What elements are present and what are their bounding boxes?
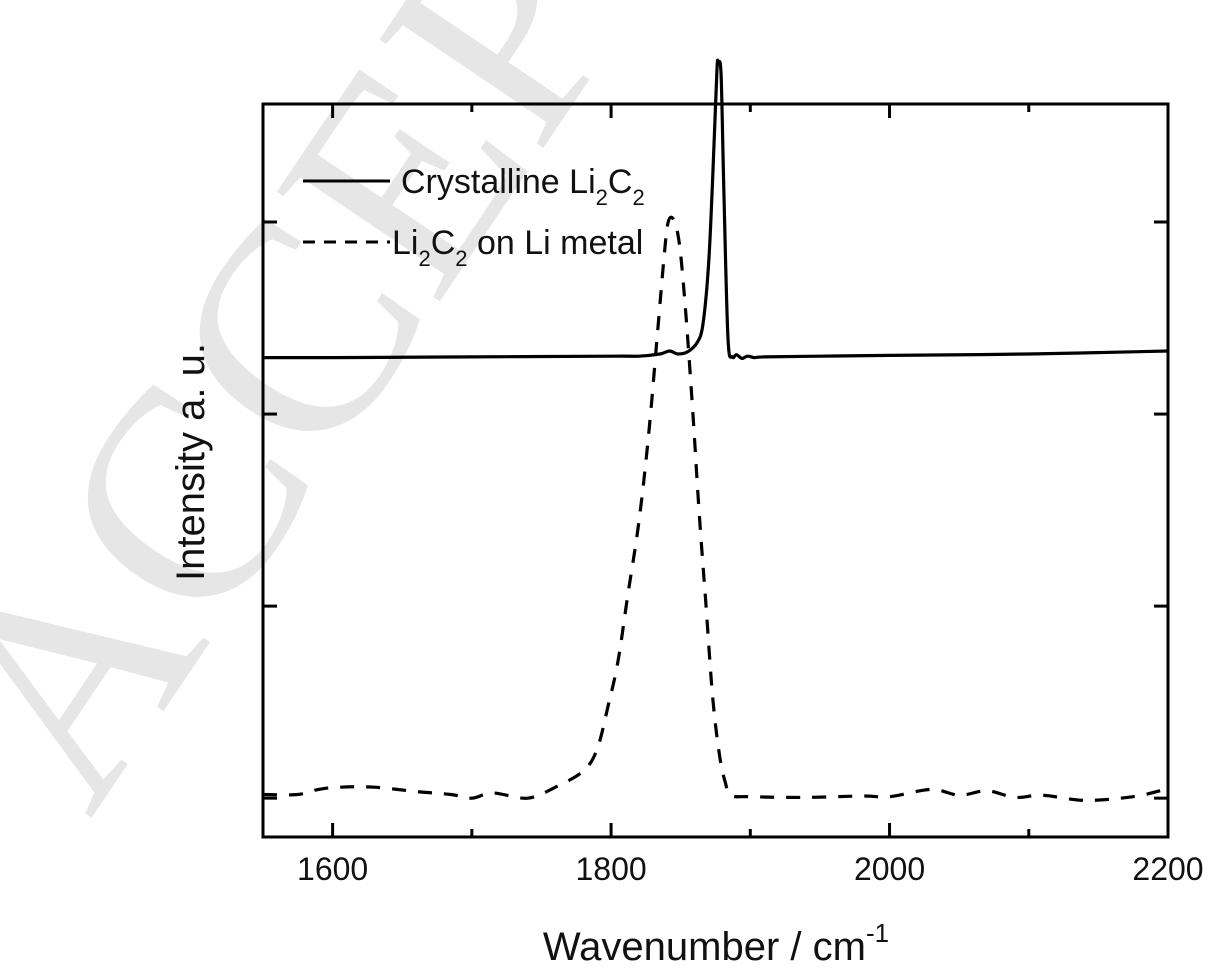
x-tick-label: 2000: [854, 851, 925, 887]
watermark: ACCEPTED: [0, 0, 1011, 856]
series-line-crystalline: [262, 58, 1169, 360]
x-tick-labels: 1600 1800 2000 2200: [297, 851, 1204, 887]
legend: Crystalline Li2C2 Li2C2 on Li metal: [303, 163, 645, 271]
axis-ticks: [263, 104, 1170, 837]
legend-label-crystalline: Crystalline Li2C2: [401, 163, 645, 210]
x-tick-label: 1800: [575, 851, 646, 887]
x-axis-title-superscript: -1: [866, 918, 889, 948]
series-line-li-metal: [262, 215, 1169, 803]
plot-area: [262, 58, 1169, 803]
x-axis-title-main: Wavenumber / cm: [543, 925, 866, 969]
x-tick-label: 2200: [1132, 851, 1203, 887]
legend-label-li-metal: Li2C2 on Li metal: [392, 224, 643, 271]
plot-frame: [261, 102, 1170, 839]
watermark-text: ACCEPTED: [0, 0, 1011, 856]
x-tick-label: 1600: [297, 851, 368, 887]
y-axis-title: Intensity a. u.: [169, 343, 213, 581]
x-axis-title: Wavenumber / cm-1: [543, 918, 889, 969]
